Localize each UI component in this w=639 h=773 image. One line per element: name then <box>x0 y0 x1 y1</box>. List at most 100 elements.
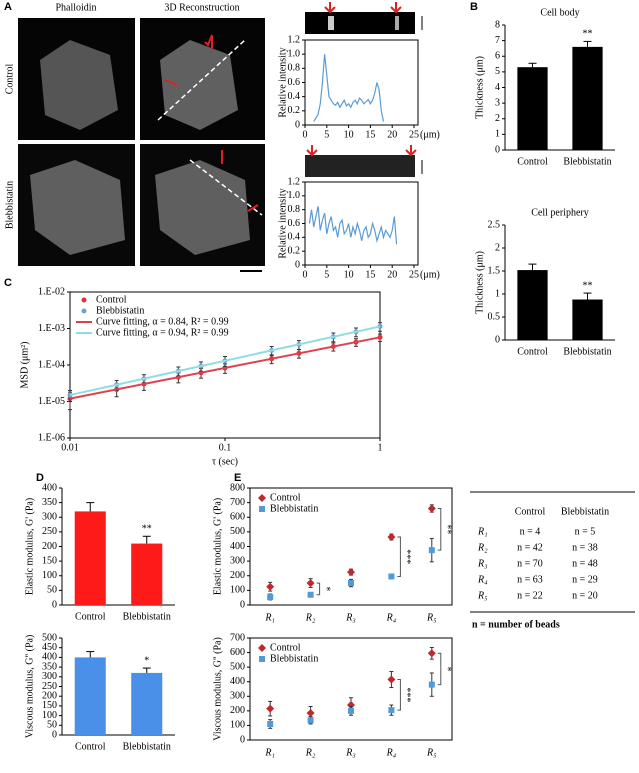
legend-label: Curve fitting, α = 0.84, R² = 0.99 <box>96 316 229 327</box>
x-tick-label: Blebbistatin <box>563 346 611 357</box>
line <box>308 206 398 245</box>
fit-line <box>69 336 381 400</box>
x-tick-label: Control <box>75 741 106 752</box>
chart-title: Cell body <box>540 7 579 18</box>
cell <box>160 40 238 130</box>
x-axis-label: (μm) <box>420 129 440 140</box>
significance-bracket <box>437 652 442 686</box>
y-axis-label: Thickness (μm) <box>474 56 485 119</box>
point <box>348 707 354 714</box>
y-tick-label: 0.4 <box>288 232 301 243</box>
y-tick-label: 300 <box>230 691 245 702</box>
bar <box>572 299 603 340</box>
panel-label: A <box>4 1 12 13</box>
y-tick-label: 200 <box>42 690 57 701</box>
x-tick-label: Control <box>517 346 548 357</box>
y-tick-label: 0 <box>495 144 500 155</box>
legend-label: Control <box>270 642 301 653</box>
table-cell: n = 63 <box>517 574 543 585</box>
legend-label: Blebbistatin <box>270 653 318 664</box>
line <box>313 54 385 122</box>
significance: *** <box>401 549 412 564</box>
y-tick-label: 600 <box>230 512 245 523</box>
point <box>427 504 436 513</box>
point <box>267 593 274 600</box>
y-tick-label: 6 <box>495 51 500 62</box>
y-tick-label: 0.2 <box>288 245 301 256</box>
y-tick-label: 2 <box>495 113 500 124</box>
y-tick-label: 300 <box>42 671 57 682</box>
chart-title: Cell periphery <box>531 207 588 218</box>
plot-frame <box>249 637 453 741</box>
y-tick-label: 300 <box>42 512 57 523</box>
y-tick-label: 3 <box>495 97 500 108</box>
arrow <box>204 34 213 50</box>
y-axis-label: Relative intensity <box>277 47 288 117</box>
y-tick-label: 200 <box>42 541 57 552</box>
y-tick-label: 500 <box>230 661 245 672</box>
panel-label: D <box>36 472 44 484</box>
y-tick-label: 1.5 <box>488 265 501 276</box>
y-tick-label: 350 <box>42 497 57 508</box>
dashed-line <box>157 39 246 121</box>
arrow <box>405 145 417 157</box>
table-cell: n = 22 <box>517 590 543 601</box>
y-tick-label: 1.E-06 <box>38 432 65 443</box>
x-tick-label: 5 <box>324 269 329 280</box>
significance-bracket <box>397 536 401 577</box>
legend-label: Control <box>270 492 301 503</box>
arrow <box>324 2 336 14</box>
y-axis-label: Elastic modulus, G' (Pa) <box>24 498 35 595</box>
y-tick-label: 0.5 <box>488 311 501 322</box>
point <box>306 579 315 588</box>
point <box>307 591 314 598</box>
table-row-label: R₁ <box>477 526 488 537</box>
point <box>388 707 395 714</box>
y-tick-label: 0.4 <box>288 91 301 102</box>
y-tick-label: 1.2 <box>288 34 301 45</box>
arrow <box>390 2 402 14</box>
y-tick-label: 0 <box>240 599 245 610</box>
x-tick-label: R₁ <box>264 747 275 758</box>
table-cell: n = 70 <box>517 558 543 569</box>
point <box>348 580 354 587</box>
y-tick-label: 5 <box>495 66 500 77</box>
y-tick-label: 150 <box>42 555 57 566</box>
fit-line <box>69 325 381 397</box>
bar <box>572 46 603 150</box>
row-title: Blebbistatin <box>4 181 15 229</box>
legend-label: Blebbistatin <box>270 503 318 514</box>
y-tick-label: 1 <box>495 288 500 299</box>
point <box>387 532 396 541</box>
y-tick-label: 1.E-02 <box>38 286 65 297</box>
y-tick-label: 300 <box>230 555 245 566</box>
y-tick-label: 400 <box>230 541 245 552</box>
point <box>307 717 314 724</box>
x-tick-label: 0 <box>303 269 308 280</box>
y-tick-label: 150 <box>42 700 57 711</box>
point <box>428 547 435 554</box>
y-tick-label: 8 <box>495 19 500 30</box>
table-row-label: R₂ <box>477 542 488 553</box>
y-tick-label: 4 <box>495 82 500 93</box>
table-cell: n = 42 <box>517 542 543 553</box>
column-title: Phalloidin <box>55 2 96 13</box>
y-tick-label: 1 <box>495 129 500 140</box>
y-tick-label: 700 <box>230 632 245 643</box>
legend-label: Blebbistatin <box>96 305 144 316</box>
y-tick-label: 200 <box>230 705 245 716</box>
y-tick-label: 1.0 <box>288 190 301 201</box>
x-tick-label: 5 <box>324 129 329 140</box>
y-tick-label: 350 <box>42 661 57 672</box>
bar <box>131 543 163 605</box>
table-row-label: R₃ <box>477 558 488 569</box>
y-tick-label: 1.0 <box>288 48 301 59</box>
y-tick-label: 7 <box>495 35 500 46</box>
x-tick-label: Control <box>517 156 548 167</box>
y-tick-label: 1.2 <box>288 176 301 187</box>
panel-label: B <box>470 1 478 13</box>
panel-label: C <box>4 277 12 289</box>
y-tick-label: 400 <box>42 652 57 663</box>
x-tick-label: Control <box>75 611 106 622</box>
table-cell: n = 5 <box>575 526 596 537</box>
